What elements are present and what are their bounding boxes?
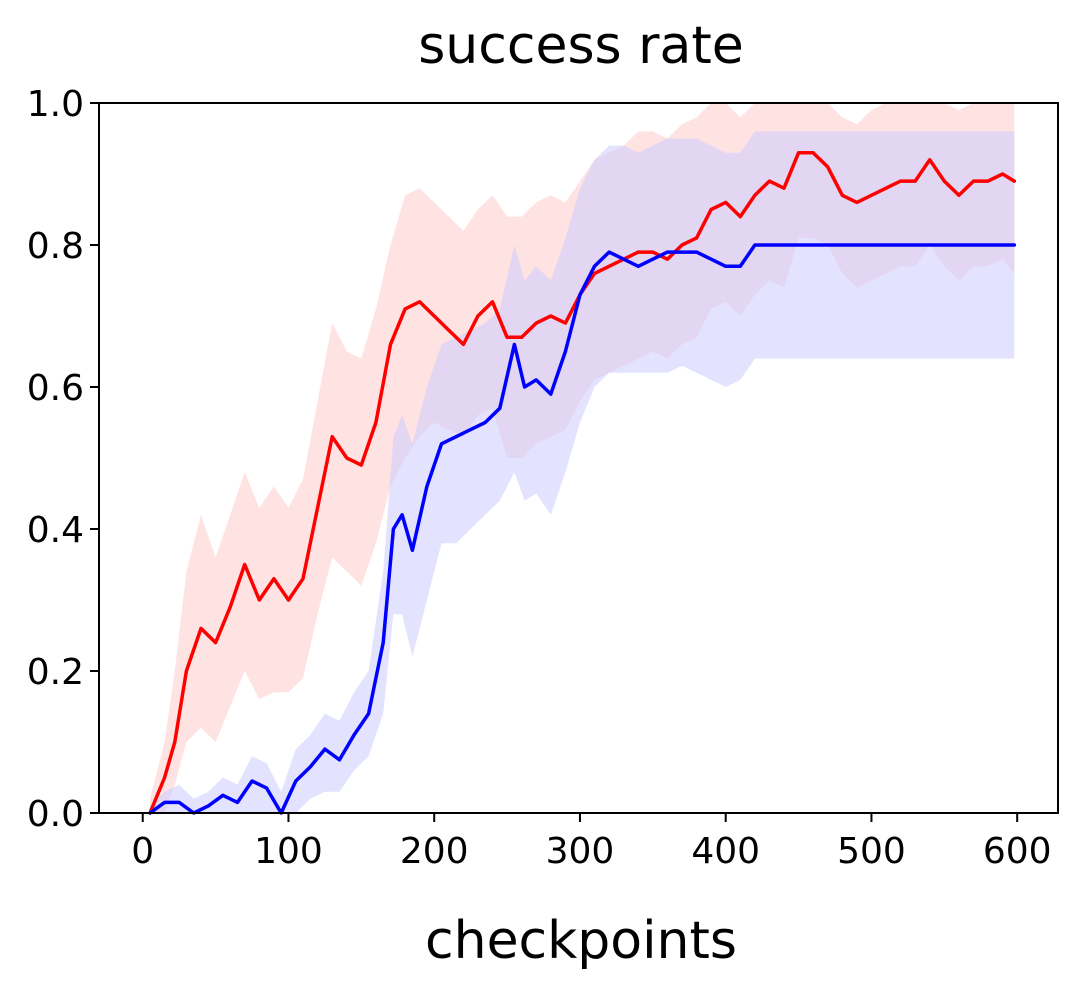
x-tick-label: 300: [546, 831, 615, 872]
x-tick-label: 100: [254, 831, 323, 872]
y-axis: 0.0 0.2 0.4 0.6 0.8 1.0: [27, 84, 99, 835]
y-tick-label: 0.0: [27, 794, 84, 835]
x-tick-label: 500: [837, 831, 906, 872]
uncertainty-bands: [150, 103, 1015, 813]
y-tick-label: 0.8: [27, 226, 84, 267]
x-tick-label: 200: [400, 831, 469, 872]
series-lines: [148, 150, 1017, 815]
chart-title: success rate: [418, 16, 744, 76]
x-axis: 0 100 200 300 400 500 600: [131, 813, 1052, 872]
series-2-line: [148, 243, 1017, 815]
x-tick-label: 600: [983, 831, 1052, 872]
y-tick-label: 0.6: [27, 368, 84, 409]
x-tick-label: 400: [691, 831, 760, 872]
x-axis-label: checkpoints: [425, 911, 737, 971]
y-tick-label: 1.0: [27, 84, 84, 125]
x-tick-label: 0: [131, 831, 154, 872]
y-tick-label: 0.4: [27, 510, 84, 551]
plot-frame: [98, 102, 1059, 814]
series-2-band: [150, 131, 1015, 813]
y-tick-label: 0.2: [27, 652, 84, 693]
